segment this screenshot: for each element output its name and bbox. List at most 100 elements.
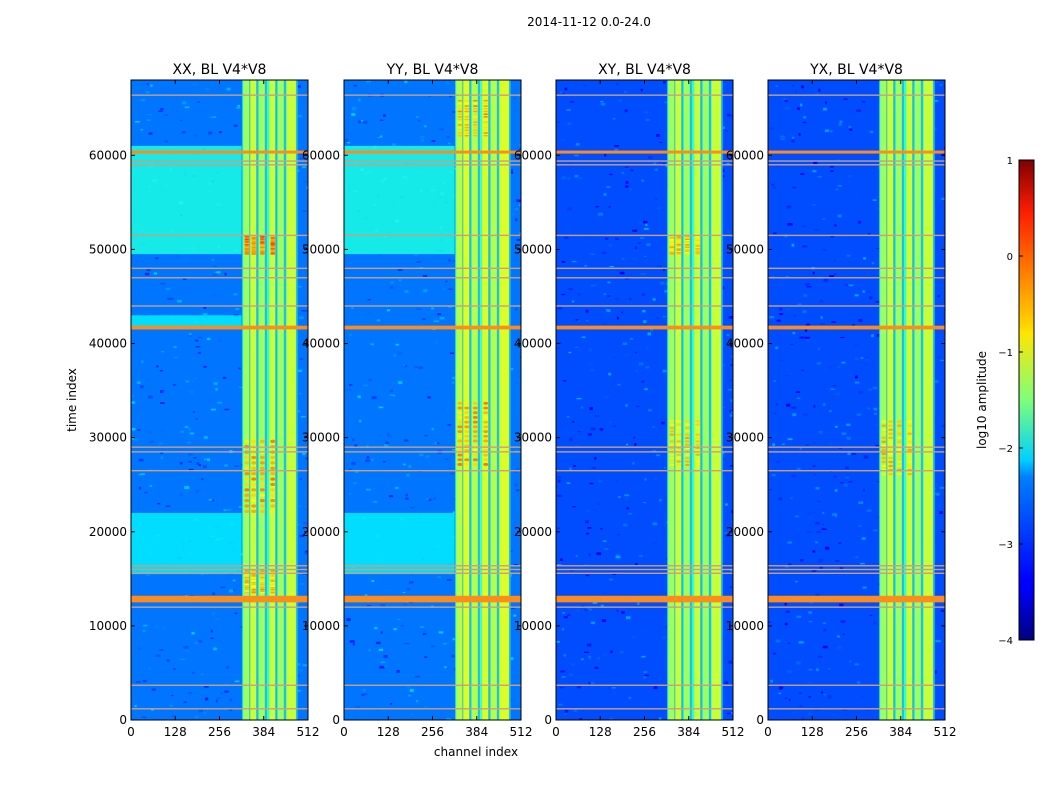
noise-speckle [194,715,199,719]
noise-speckle [590,253,595,255]
noise-speckle [629,297,632,300]
hot-spot [270,477,276,481]
noise-speckle [653,162,657,166]
noise-speckle [216,697,222,700]
noise-speckle [644,227,649,230]
heatmap-panel-4: YX, BL V4*V80 128 256 384 512010000200003000… [726,62,957,739]
hot-spot [244,585,250,587]
noise-speckle [443,288,446,290]
noise-speckle [351,307,354,309]
hot-spot [251,482,257,487]
band-channel [471,80,479,720]
hot-spot [457,411,463,415]
noise-speckle [839,120,843,124]
noise-speckle [433,497,436,500]
noise-speckle [731,411,733,414]
hot-spot [259,509,265,513]
hot-spot [881,456,887,460]
noise-speckle [561,627,565,631]
hot-spot [270,439,276,444]
noise-speckle [562,537,568,539]
noise-speckle [447,136,450,138]
band-channel [668,80,676,720]
x-tick-label: 128 [377,725,400,739]
noise-speckle [176,255,179,258]
hot-spot [695,453,701,456]
noise-speckle [625,404,628,407]
noise-speckle [180,658,186,661]
noise-speckle [857,681,860,684]
noise-speckle [446,579,452,581]
hot-spot [472,430,478,433]
noise-speckle [397,269,403,271]
noise-speckle [816,500,821,503]
hot-spot [684,241,690,243]
noise-speckle [514,471,519,474]
noise-speckle [438,631,444,634]
hot-spot [259,249,265,251]
noise-speckle [860,357,864,359]
noise-speckle [393,354,396,357]
noise-speckle [519,143,521,147]
noise-speckle [787,642,791,644]
noise-speckle [824,129,829,133]
noise-speckle [239,486,243,488]
hot-spot [244,238,250,241]
noise-speckle [823,628,827,632]
noise-speckle [600,103,606,106]
hot-spot [669,251,675,254]
noise-speckle [615,554,619,556]
flag-row-thick [556,595,733,603]
y-tick-label: 50000 [89,242,127,256]
flag-row-thick [768,150,945,154]
noise-speckle [420,139,425,142]
noise-speckle [941,424,945,428]
noise-speckle [193,83,197,87]
colorbar-tick-label: −2 [998,444,1013,455]
noise-speckle [809,601,813,604]
noise-speckle [213,647,217,651]
hot-spot [472,107,478,110]
noise-speckle [822,218,826,220]
hot-spot [483,448,489,452]
noise-speckle [609,265,615,268]
noise-speckle [643,501,646,504]
noise-speckle [205,697,209,701]
noise-speckle [822,622,827,624]
noise-speckle [622,342,628,346]
hot-spot [669,420,675,423]
noise-speckle [379,665,385,669]
noise-speckle [626,585,631,589]
hot-spot [244,509,250,513]
flag-row-thin [768,267,945,270]
hot-spot [244,575,250,577]
noise-speckle [155,257,159,260]
noise-speckle [165,496,169,499]
noise-speckle [417,119,421,122]
noise-speckle [424,706,429,708]
noise-speckle [805,338,810,341]
flag-row-thin [556,267,733,270]
noise-speckle [820,323,826,325]
noise-speckle [872,199,877,201]
hot-spot [695,436,701,439]
hot-spot [669,430,675,433]
band-channel [914,80,922,720]
hot-spot [251,580,257,582]
noise-speckle [724,129,728,132]
hot-spot [669,246,675,249]
noise-speckle [791,474,797,478]
noise-speckle [866,509,872,512]
noise-speckle [433,320,439,323]
noise-speckle [183,645,189,649]
noise-speckle [404,439,409,442]
hot-spot [669,245,675,247]
noise-speckle [413,253,418,257]
noise-speckle [835,560,840,562]
noise-speckle [619,271,625,275]
noise-speckle [729,379,732,381]
noise-speckle [814,229,819,231]
band-gap [901,80,904,720]
noise-speckle [402,364,405,367]
y-tick-label: 60000 [726,148,764,162]
